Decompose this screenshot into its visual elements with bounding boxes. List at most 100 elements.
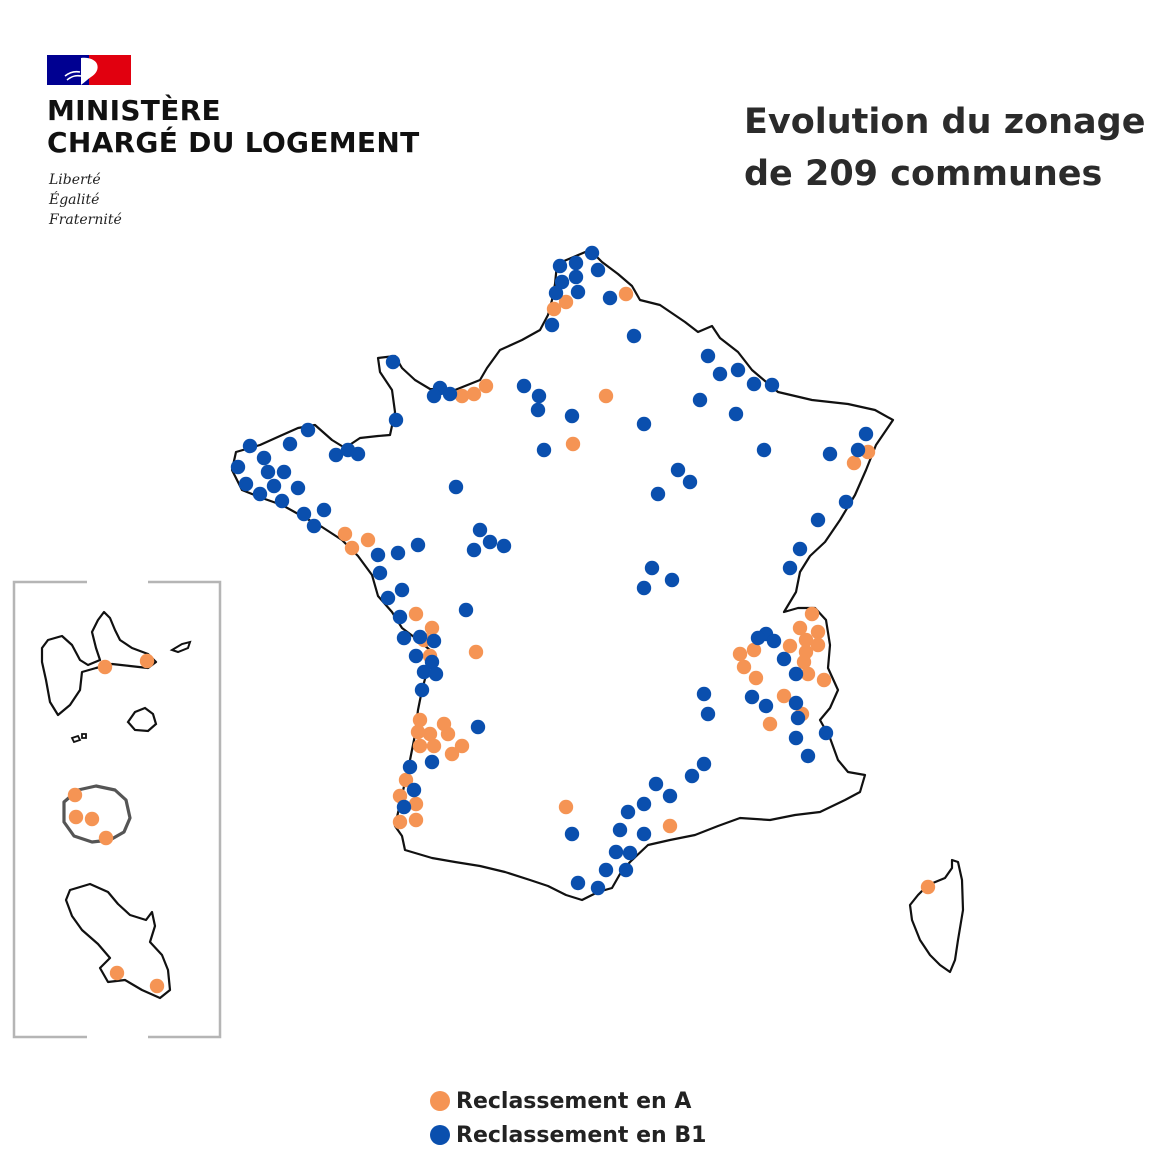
reclassement-b1-marker — [414, 682, 430, 698]
reclassement-a-marker — [558, 294, 574, 310]
marie-galante-outline — [126, 706, 158, 733]
reclassement-b1-marker — [300, 422, 316, 438]
reclassement-a-marker — [398, 772, 414, 788]
reclassement-b1-marker — [396, 630, 412, 646]
reclassement-b1-marker — [552, 258, 568, 274]
reclassement-b1-marker — [554, 274, 570, 290]
ministry-line-1: MINISTÈRE — [47, 94, 221, 127]
reclassement-a-marker — [392, 788, 408, 804]
reclassement-a-marker — [67, 787, 83, 803]
reclassement-b1-marker — [568, 269, 584, 285]
reclassement-b1-marker — [260, 464, 276, 480]
reclassement-b1-marker — [746, 376, 762, 392]
reclassement-a-marker — [846, 455, 862, 471]
reclassement-b1-marker — [458, 602, 474, 618]
reclassement-a-marker — [804, 606, 820, 622]
reclassement-b1-marker — [328, 447, 344, 463]
reclassement-b1-marker — [388, 412, 404, 428]
reclassement-b1-marker — [568, 255, 584, 271]
reclassement-b1-marker — [598, 862, 614, 878]
reclassement-b1-marker — [564, 408, 580, 424]
reclassement-a-marker — [98, 830, 114, 846]
reclassement-b1-marker — [570, 284, 586, 300]
reclassement-b1-marker — [238, 476, 254, 492]
reclassement-a-markers — [67, 286, 936, 994]
legend-item-a: Reclassement en A — [430, 1084, 706, 1118]
reclassement-b1-marker — [536, 442, 552, 458]
reclassement-b1-marker — [442, 386, 458, 402]
reclassement-b1-marker — [810, 512, 826, 528]
reclassement-b1-marker — [822, 446, 838, 462]
reclassement-b1-marker — [700, 706, 716, 722]
reclassement-a-marker — [424, 620, 440, 636]
reclassement-b1-marker — [764, 377, 780, 393]
reclassement-b1-marker — [390, 545, 406, 561]
reclassement-b1-marker — [730, 362, 746, 378]
reclassement-a-marker — [68, 809, 84, 825]
guadeloupe-outline — [40, 610, 158, 717]
reclassement-b1-marker — [800, 748, 816, 764]
republic-motto: Liberté Égalité Fraternité — [49, 170, 122, 230]
reclassement-a-marker — [440, 726, 456, 742]
reclassement-b1-marker — [406, 782, 422, 798]
reclassement-b1-marker — [408, 648, 424, 664]
legend-label-b1: Reclassement en B1 — [456, 1122, 707, 1148]
reclassement-b1-marker — [466, 542, 482, 558]
reclassement-a-marker — [344, 540, 360, 556]
motto-fraternite: Fraternité — [49, 212, 122, 228]
reclassement-b1-marker — [372, 565, 388, 581]
reclassement-b1-marker — [296, 506, 312, 522]
reclassement-b1-marker — [516, 378, 532, 394]
reclassement-a-marker — [408, 606, 424, 622]
title-line-1: Evolution du zonage — [744, 102, 1146, 142]
reclassement-b1-marker — [256, 450, 272, 466]
reclassement-b1-marker — [584, 245, 600, 261]
reclassement-b1-marker — [472, 522, 488, 538]
title-line-2: de 209 communes — [744, 154, 1103, 194]
reclassement-a-marker — [466, 386, 482, 402]
reclassement-a-marker — [798, 632, 814, 648]
martinique-outline — [64, 882, 172, 1000]
reclassement-b1-marker — [758, 698, 774, 714]
marianne-stroke-2 — [66, 74, 82, 81]
reclassement-b1-marker — [370, 547, 386, 563]
reclassement-b1-marker — [564, 826, 580, 842]
reclassement-b1-marker — [682, 474, 698, 490]
reclassement-a-marker — [97, 659, 113, 675]
reclassement-b1-marker — [692, 392, 708, 408]
reclassement-b1-marker — [636, 416, 652, 432]
reclassement-b1-marker — [650, 486, 666, 502]
marianne-stroke-1 — [64, 70, 81, 77]
reclassement-a-marker — [598, 388, 614, 404]
reclassement-b1-marker — [644, 560, 660, 576]
reclassement-b1-marker — [818, 725, 834, 741]
reclassement-b1-marker — [788, 666, 804, 682]
reclassement-b1-marker — [700, 348, 716, 364]
reclassement-b1-marker — [696, 756, 712, 772]
reclassement-b1-marker — [788, 730, 804, 746]
reclassement-b1-marker — [448, 479, 464, 495]
reclassement-b1-marker — [426, 388, 442, 404]
reclassement-b1-marker — [282, 436, 298, 452]
reclassement-b1-marker — [636, 796, 652, 812]
reclassement-a-marker — [360, 532, 376, 548]
reclassement-a-marker — [762, 716, 778, 732]
reclassement-a-marker — [468, 644, 484, 660]
reclassement-b1-marker — [428, 666, 444, 682]
reclassement-b1-marker — [496, 538, 512, 554]
reclassement-b1-marker — [850, 442, 866, 458]
legend-dot-b1-icon — [430, 1125, 450, 1145]
reclassement-b1-marker — [618, 862, 634, 878]
reclassement-a-marker — [478, 378, 494, 394]
reclassement-b1-markers — [230, 245, 874, 896]
reclassement-b1-marker — [788, 695, 804, 711]
reclassement-b1-marker — [274, 493, 290, 509]
reclassement-b1-marker — [424, 754, 440, 770]
reclassement-a-marker — [422, 726, 438, 742]
reclassement-b1-marker — [744, 689, 760, 705]
page-title: Evolution du zonage de 209 communes — [744, 96, 1164, 200]
reclassement-b1-marker — [728, 406, 744, 422]
reclassement-b1-marker — [712, 366, 728, 382]
legend-label-a: Reclassement en A — [456, 1088, 692, 1114]
